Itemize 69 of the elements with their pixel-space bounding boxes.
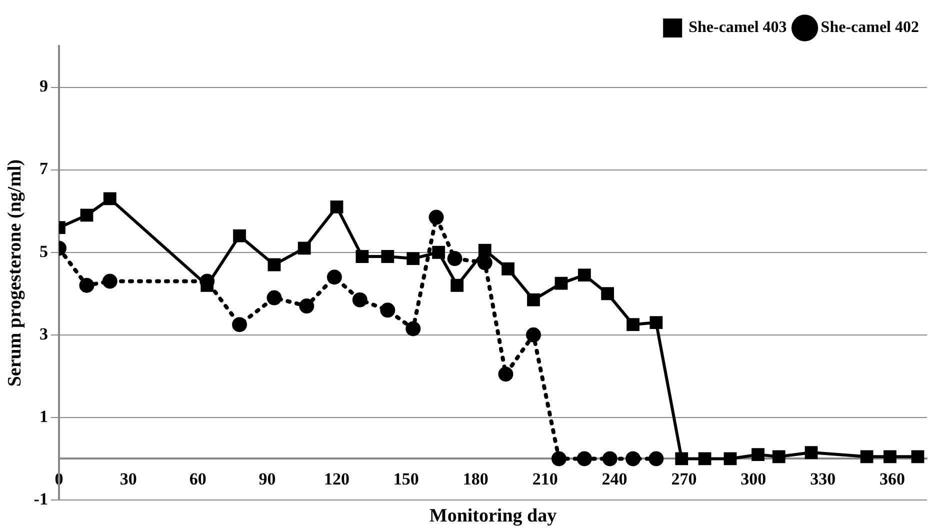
point — [554, 276, 568, 290]
x-tick-label: 150 — [393, 469, 419, 488]
legend-label: She-camel 403 — [688, 19, 787, 36]
point — [233, 229, 246, 242]
y-tick-label: -1 — [34, 489, 48, 508]
point — [298, 242, 311, 255]
point — [330, 200, 344, 214]
point — [650, 316, 663, 329]
point — [102, 274, 118, 289]
point — [450, 278, 464, 292]
y-tick-label: 1 — [39, 406, 48, 426]
point — [232, 317, 248, 332]
y-axis-title: Serum progesterone (ng/ml) — [4, 159, 26, 387]
point — [447, 251, 462, 266]
x-tick-label: 330 — [810, 469, 836, 488]
point — [502, 262, 514, 276]
point — [675, 452, 688, 466]
point — [626, 451, 641, 466]
x-tick-label: 240 — [602, 469, 628, 488]
point — [576, 451, 592, 466]
point — [601, 287, 614, 300]
point — [551, 451, 566, 466]
x-tick-label: 60 — [189, 469, 206, 488]
point — [406, 252, 420, 266]
point — [478, 244, 492, 257]
x-tick-label: 270 — [671, 469, 697, 488]
x-tick-label: 90 — [258, 469, 276, 488]
point — [381, 250, 394, 263]
point — [432, 246, 446, 259]
x-tick-label: 120 — [324, 469, 350, 488]
point — [724, 452, 737, 466]
point — [266, 290, 282, 306]
point — [477, 255, 492, 270]
x-tick-label: 30 — [120, 469, 137, 488]
point — [602, 451, 618, 466]
point — [326, 270, 342, 285]
x-tick-label: 210 — [532, 469, 558, 488]
point — [299, 298, 314, 314]
point — [406, 321, 421, 336]
point — [80, 208, 94, 222]
point — [356, 250, 369, 263]
x-tick-label: 180 — [462, 469, 488, 488]
point — [884, 450, 896, 464]
y-tick-label: 9 — [39, 76, 48, 96]
x-tick-label: 360 — [880, 469, 906, 488]
point — [79, 278, 94, 293]
point — [772, 450, 786, 464]
point — [380, 302, 396, 318]
point — [526, 327, 541, 342]
point — [352, 292, 368, 308]
point — [428, 210, 444, 225]
x-axis-title: Monitoring day — [429, 505, 558, 526]
point — [752, 448, 764, 462]
point — [648, 451, 664, 466]
point — [498, 366, 514, 382]
point — [626, 318, 640, 332]
y-tick-label: 7 — [39, 159, 48, 178]
point — [860, 450, 874, 464]
y-tick-label: 5 — [39, 242, 48, 261]
point — [911, 450, 924, 464]
x-tick-label: 300 — [740, 469, 766, 488]
point — [103, 192, 116, 206]
legend-label: She-camel 402 — [820, 19, 919, 36]
point — [698, 452, 712, 466]
point — [268, 258, 281, 272]
point — [804, 446, 818, 459]
y-tick-label: 3 — [39, 324, 48, 344]
point — [527, 293, 540, 306]
point — [578, 268, 591, 282]
